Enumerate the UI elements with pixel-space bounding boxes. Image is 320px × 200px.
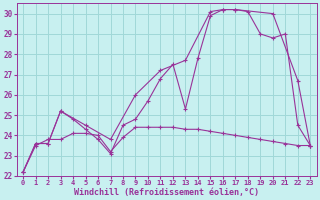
X-axis label: Windchill (Refroidissement éolien,°C): Windchill (Refroidissement éolien,°C)	[74, 188, 259, 197]
